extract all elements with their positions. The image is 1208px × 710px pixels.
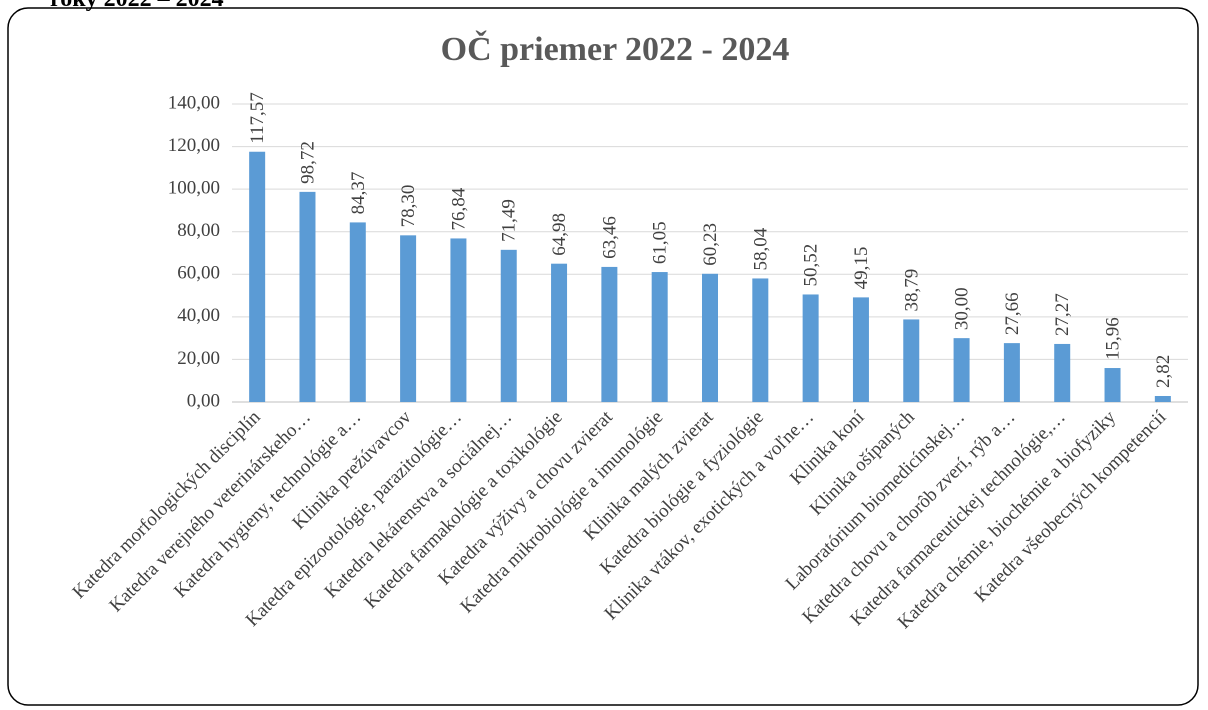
value-label: 63,46 (599, 216, 620, 259)
bar (450, 238, 467, 402)
bar (903, 319, 920, 402)
bar (1104, 368, 1121, 402)
bar (852, 297, 869, 402)
value-label: 2,82 (1153, 355, 1174, 388)
bar (1054, 343, 1071, 402)
bar (601, 266, 618, 402)
value-label: 50,52 (801, 244, 822, 287)
value-label: 71,49 (499, 199, 520, 242)
y-tick-label: 0,00 (187, 390, 220, 411)
value-label: 27,66 (1002, 292, 1023, 335)
bar (349, 222, 366, 402)
chart-title: OČ priemer 2022 - 2024 (441, 30, 790, 68)
bar (802, 294, 819, 402)
x-tick-label: Katedra morfologických disciplín (69, 406, 266, 603)
y-tick-label: 40,00 (177, 305, 220, 326)
bar (551, 263, 568, 402)
value-label: 76,84 (448, 187, 469, 230)
bar (752, 278, 769, 402)
bar (249, 151, 266, 402)
bar (400, 235, 417, 402)
value-label: 61,05 (650, 221, 671, 264)
caption: roky 2022 – 2024 (50, 0, 224, 12)
value-label: 30,00 (952, 287, 973, 330)
value-label: 58,04 (750, 227, 771, 270)
y-tick-label: 20,00 (177, 348, 220, 369)
value-label: 84,37 (348, 172, 369, 215)
y-tick-label: 100,00 (168, 178, 220, 199)
value-label: 49,15 (851, 247, 872, 290)
value-label: 38,79 (901, 269, 922, 312)
value-label: 98,72 (297, 141, 318, 184)
bar (500, 249, 517, 402)
y-tick-label: 60,00 (177, 263, 220, 284)
bar (651, 272, 668, 402)
y-tick-label: 140,00 (168, 92, 220, 113)
bar (953, 338, 970, 402)
bar (1003, 343, 1020, 402)
bar (1154, 395, 1171, 402)
value-label: 78,30 (398, 185, 419, 228)
value-label: 117,57 (247, 92, 268, 144)
y-tick-label: 120,00 (168, 135, 220, 156)
value-label: 64,98 (549, 213, 570, 256)
bar (299, 191, 316, 402)
bar (702, 273, 718, 402)
value-label: 27,27 (1052, 293, 1073, 336)
y-tick-label: 80,00 (177, 220, 220, 241)
value-label: 60,23 (700, 223, 721, 266)
value-label: 15,96 (1103, 317, 1124, 360)
chart-frame (7, 7, 1199, 706)
